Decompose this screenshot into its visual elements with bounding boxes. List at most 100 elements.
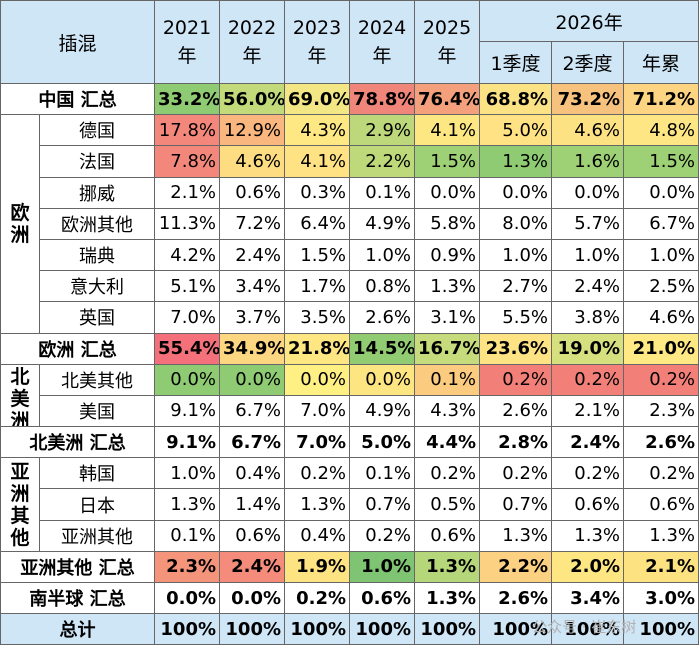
value-cell: 0.1% <box>349 457 416 490</box>
value-cell: 4.3% <box>414 394 481 428</box>
region-label-text: 北美洲 <box>10 366 30 427</box>
row-label: 亚洲其他 <box>38 519 156 552</box>
value-cell: 0.0% <box>479 176 553 209</box>
value-cell: 5.1% <box>154 270 221 303</box>
value-cell: 16.7% <box>414 332 481 365</box>
value-cell: 100% <box>479 613 553 646</box>
table-row: 挪威 2.1% 0.6% 0.3% 0.1% 0.0% 0.0% 0.0% 0.0% <box>1 176 699 209</box>
value-cell: 100% <box>551 613 625 646</box>
value-cell: 8.0% <box>479 207 553 240</box>
value-cell: 23.6% <box>479 332 553 365</box>
value-cell: 71.2% <box>623 82 699 116</box>
value-cell: 1.5% <box>623 145 699 178</box>
row-label: 北美其他 <box>38 363 156 396</box>
value-cell: 0.6% <box>349 581 416 615</box>
row-label: 南半球 汇总 <box>0 581 156 615</box>
value-cell: 2.9% <box>349 114 416 147</box>
value-cell: 1.0% <box>551 238 625 272</box>
value-cell: 0.2% <box>623 363 699 396</box>
value-cell: 0.4% <box>219 457 286 490</box>
table-row: 英国 7.0% 3.7% 3.5% 2.6% 3.1% 5.5% 3.8% 4.6% <box>1 301 699 334</box>
value-cell: 2.1% <box>623 550 699 584</box>
group-header-2026: 2026年 <box>479 0 699 42</box>
value-cell: 3.1% <box>414 301 481 334</box>
table-row: 欧洲其他 11.3% 7.2% 6.4% 4.9% 5.8% 8.0% 5.7% 6.7% <box>1 207 699 240</box>
value-cell: 0.6% <box>219 176 286 209</box>
value-cell: 0.5% <box>414 488 481 521</box>
value-cell: 0.2% <box>284 581 351 615</box>
value-cell: 4.3% <box>284 114 351 147</box>
summary-row: 亚洲其他 汇总 2.3% 2.4% 1.9% 1.0% 1.3% 2.2% 2.0% 2.1% <box>0 550 699 584</box>
table-row: 瑞典 4.2% 2.4% 1.5% 1.0% 0.9% 1.0% 1.0% 1.0% <box>1 238 699 272</box>
value-cell: 0.8% <box>349 270 416 303</box>
value-cell: 3.4% <box>219 270 286 303</box>
value-cell: 1.3% <box>551 519 625 552</box>
table-row: 亚洲其他 0.1% 0.6% 0.4% 0.2% 0.6% 1.3% 1.3% 1.3% <box>1 519 699 552</box>
table-row: 亚洲其他 韩国 1.0% 0.4% 0.2% 0.1% 0.2% 0.2% 0.2% 0.2% <box>0 457 699 552</box>
value-cell: 5.0% <box>479 114 553 147</box>
value-cell: 0.0% <box>154 581 221 615</box>
value-cell: 73.2% <box>551 82 625 116</box>
table-row: 北美洲 北美其他 0.0% 0.0% 0.0% 0.0% 0.1% 0.2% 0.2% 0.2% <box>0 363 699 428</box>
sub-header-q1: 1季度 <box>479 41 553 84</box>
value-cell: 12.9% <box>219 114 286 147</box>
value-cell: 1.3% <box>479 519 553 552</box>
value-cell: 1.3% <box>414 550 481 584</box>
value-cell: 0.2% <box>551 457 625 490</box>
sub-header-ytd: 年累 <box>623 41 699 84</box>
value-cell: 1.3% <box>414 581 481 615</box>
summary-row: 中国 汇总 33.2% 56.0% 69.0% 78.8% 76.4% 68.8% 73.2%… <box>0 82 699 116</box>
value-cell: 0.2% <box>623 457 699 490</box>
value-cell: 78.8% <box>349 82 416 116</box>
value-cell: 2.1% <box>551 394 625 428</box>
value-cell: 55.4% <box>154 332 221 365</box>
value-cell: 0.0% <box>551 176 625 209</box>
value-cell: 4.9% <box>349 207 416 240</box>
row-label: 亚洲其他 汇总 <box>0 550 156 584</box>
value-cell: 3.8% <box>551 301 625 334</box>
value-cell: 4.6% <box>551 114 625 147</box>
value-cell: 4.8% <box>623 114 699 147</box>
value-cell: 2.4% <box>219 550 286 584</box>
row-label: 挪威 <box>38 176 156 209</box>
value-cell: 0.6% <box>551 488 625 521</box>
summary-row: 南半球 汇总 0.0% 0.0% 0.2% 0.6% 1.3% 2.6% 3.4% 3.0% <box>0 581 699 615</box>
value-cell: 6.7% <box>219 426 286 459</box>
value-cell: 76.4% <box>414 82 481 116</box>
row-label: 瑞典 <box>38 238 156 272</box>
value-cell: 100% <box>219 613 286 646</box>
value-cell: 4.6% <box>623 301 699 334</box>
value-cell: 2.4% <box>551 270 625 303</box>
value-cell: 2.6% <box>349 301 416 334</box>
value-cell: 4.2% <box>154 238 221 272</box>
value-cell: 7.0% <box>154 301 221 334</box>
value-cell: 7.0% <box>284 426 351 459</box>
corner-header: 插混 <box>0 0 156 84</box>
summary-row: 北美洲 汇总 9.1% 6.7% 7.0% 5.0% 4.4% 2.8% 2.4% 2.6% <box>0 426 699 459</box>
value-cell: 2.6% <box>479 394 553 428</box>
row-label: 意大利 <box>38 270 156 303</box>
value-cell: 0.2% <box>479 363 553 396</box>
value-cell: 5.0% <box>349 426 416 459</box>
value-cell: 0.0% <box>219 581 286 615</box>
region-label-text: 欧洲 <box>10 201 30 246</box>
value-cell: 2.3% <box>154 550 221 584</box>
value-cell: 2.5% <box>623 270 699 303</box>
value-cell: 1.4% <box>219 488 286 521</box>
value-cell: 100% <box>414 613 481 646</box>
value-cell: 0.1% <box>349 176 416 209</box>
value-cell: 21.8% <box>284 332 351 365</box>
value-cell: 2.4% <box>219 238 286 272</box>
value-cell: 0.1% <box>154 519 221 552</box>
value-cell: 0.0% <box>154 363 221 396</box>
row-label: 北美洲 汇总 <box>0 426 156 459</box>
value-cell: 6.7% <box>623 207 699 240</box>
summary-row: 欧洲 汇总 55.4% 34.9% 21.8% 14.5% 16.7% 23.6% 19.0%… <box>0 332 699 365</box>
value-cell: 2.6% <box>623 426 699 459</box>
value-cell: 9.1% <box>154 426 221 459</box>
value-cell: 1.6% <box>551 145 625 178</box>
value-cell: 21.0% <box>623 332 699 365</box>
value-cell: 34.9% <box>219 332 286 365</box>
value-cell: 0.0% <box>623 176 699 209</box>
